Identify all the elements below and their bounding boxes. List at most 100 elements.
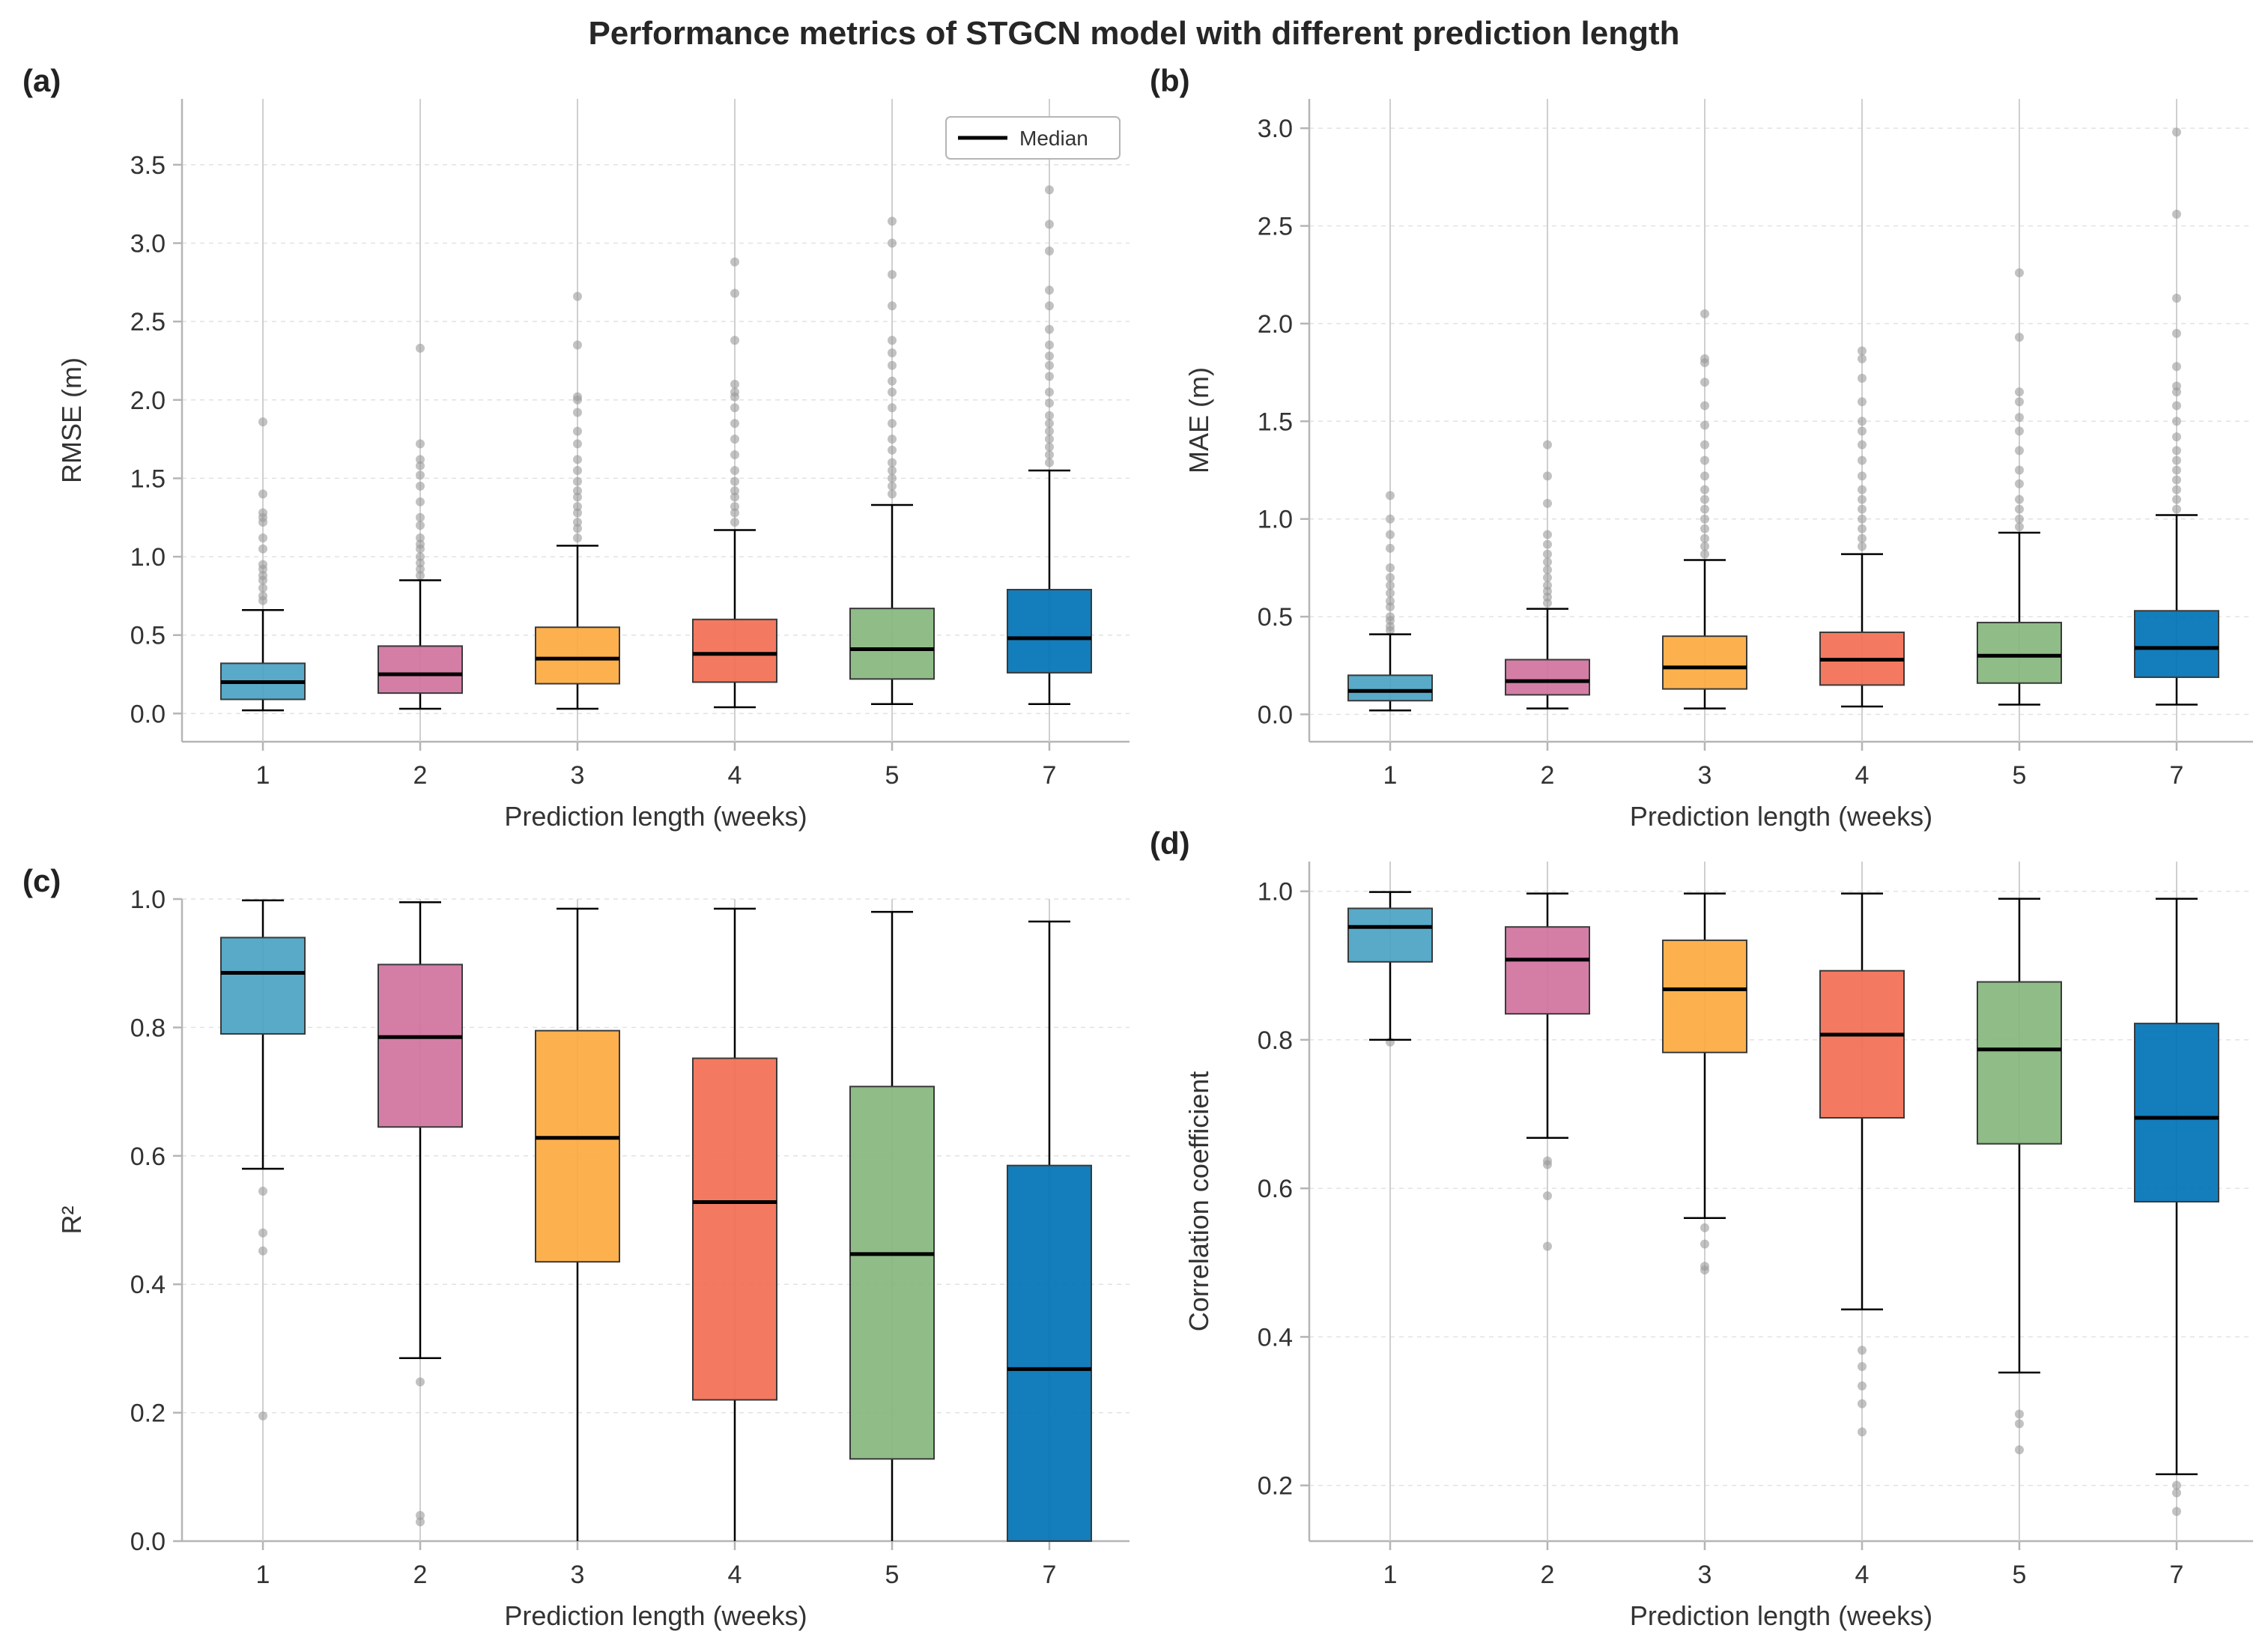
outlier-point	[730, 403, 739, 413]
outlier-point	[1543, 581, 1552, 590]
iqr-box	[1662, 940, 1747, 1053]
outlier-point	[1045, 458, 1054, 468]
iqr-box	[220, 937, 306, 1035]
outlier-point	[1045, 340, 1054, 350]
outlier-point	[416, 471, 425, 480]
box-group-4	[1819, 862, 1905, 1541]
box-group-5	[849, 99, 935, 742]
outlier-point	[416, 521, 425, 530]
outlier-point	[1045, 387, 1054, 397]
x-tick-label: 5	[2013, 761, 2027, 790]
outlier-point	[1858, 533, 1867, 543]
x-tick-label: 1	[256, 1561, 270, 1589]
outlier-point	[1700, 514, 1709, 524]
outlier-point	[573, 408, 582, 417]
iqr-box	[692, 618, 777, 683]
outlier-point	[1045, 185, 1054, 195]
outlier-point	[2172, 417, 2181, 426]
outlier-point	[2172, 1488, 2181, 1498]
outlier-point	[1543, 565, 1552, 575]
outlier-point	[2015, 268, 2024, 278]
outlier-point	[1858, 426, 1867, 436]
panel-label: (c)	[22, 863, 61, 898]
outlier-point	[1045, 442, 1054, 452]
outlier-point	[730, 336, 739, 345]
outlier-point	[2172, 494, 2181, 504]
outlier-point	[573, 476, 582, 486]
outlier-point	[1045, 324, 1054, 334]
outlier-point	[2015, 1445, 2024, 1455]
outlier-point	[258, 1186, 267, 1196]
outlier-point	[573, 533, 582, 542]
box-group-1	[220, 99, 306, 742]
chart-panel-4: 0.2 0.4 0.6 0.8 1.0 1 2 3 4 5 7 Prediction length (…	[1150, 826, 2253, 1631]
iqr-box	[1505, 926, 1590, 1015]
outlier-point	[258, 1228, 267, 1238]
outlier-point	[1700, 401, 1709, 411]
x-tick-label: 4	[1855, 1561, 1870, 1589]
outlier-point	[1045, 246, 1054, 255]
y-tick-label: 1.0	[1258, 878, 1293, 907]
outlier-point	[258, 583, 267, 593]
outlier-point	[573, 486, 582, 496]
outlier-point	[1858, 494, 1867, 504]
box-group-7	[1007, 99, 1092, 742]
outlier-point	[1543, 530, 1552, 539]
outlier-point	[888, 419, 897, 429]
outlier-point	[2172, 328, 2181, 338]
outlier-point	[1858, 471, 1867, 481]
iqr-box	[1977, 981, 2062, 1145]
outlier-point	[1858, 1381, 1867, 1391]
outlier-point	[1386, 596, 1395, 606]
y-tick-label: 0.4	[1258, 1323, 1293, 1352]
x-axis-label: Prediction length (weeks)	[504, 1600, 807, 1631]
y-tick-label: 0.6	[130, 1143, 166, 1171]
outlier-point	[416, 497, 425, 506]
outlier-point	[1045, 372, 1054, 381]
outlier-point	[1543, 572, 1552, 582]
outlier-point	[1045, 285, 1054, 295]
outlier-point	[888, 435, 897, 444]
outlier-point	[1045, 351, 1054, 361]
y-tick-label: 0.2	[1258, 1472, 1293, 1501]
outlier-point	[888, 458, 897, 468]
outlier-point	[730, 387, 739, 397]
outlier-point	[1543, 1191, 1552, 1201]
iqr-box	[1007, 1164, 1092, 1543]
outlier-point	[1858, 524, 1867, 533]
outlier-point	[416, 552, 425, 562]
outlier-point	[1858, 354, 1867, 363]
figure-title: Performance metrics of STGCN model with …	[588, 15, 1680, 52]
x-tick-label: 2	[1541, 761, 1555, 790]
box-group-1	[1347, 862, 1433, 1541]
outlier-point	[2015, 494, 2024, 504]
iqr-box	[1347, 674, 1433, 702]
outlier-point	[258, 417, 267, 427]
outlier-point	[2015, 504, 2024, 514]
outlier-point	[2015, 446, 2024, 456]
iqr-box	[1347, 907, 1433, 963]
outlier-point	[1045, 426, 1054, 436]
outlier-point	[416, 461, 425, 471]
outlier-point	[730, 465, 739, 475]
outlier-point	[2172, 504, 2181, 514]
x-tick-label: 4	[728, 1561, 742, 1589]
outlier-point	[1858, 1362, 1867, 1372]
iqr-box	[692, 1057, 777, 1401]
outlier-point	[2015, 397, 2024, 407]
panel-label: (a)	[22, 63, 61, 98]
y-axis-label: Correlation coefficient	[1183, 1071, 1214, 1332]
iqr-box	[1977, 621, 2062, 684]
iqr-box	[849, 1086, 935, 1460]
outlier-point	[730, 435, 739, 444]
outlier-point	[2015, 387, 2024, 397]
outlier-point	[888, 238, 897, 248]
outlier-point	[1386, 572, 1395, 582]
box-group-3	[1662, 99, 1747, 742]
outlier-point	[1543, 440, 1552, 450]
x-tick-label: 3	[1698, 1561, 1712, 1589]
box-group-3	[535, 99, 620, 742]
x-tick-label: 7	[2170, 761, 2184, 790]
chart-panel-2: 0.0 0.5 1.0 1.5 2.0 2.5 3.0 1 2 3 4 5 7 Prediction le…	[1150, 63, 2253, 832]
